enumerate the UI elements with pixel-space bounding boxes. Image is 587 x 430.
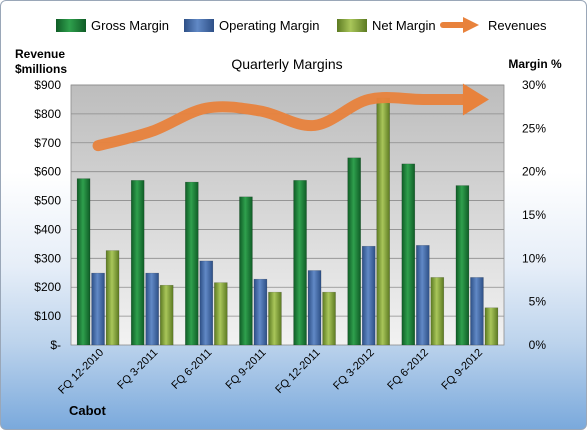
bar-gross-margin [293, 180, 307, 346]
bar-operating-margin [253, 278, 268, 346]
category-label: FQ 3-2011 [115, 347, 160, 392]
legend-swatch-gross-margin [56, 19, 86, 32]
left-tick-label: $300 [34, 251, 61, 265]
legend-label-gross-margin: Gross Margin [91, 18, 169, 33]
bar-gross-margin [347, 157, 361, 346]
bar-gross-margin [76, 178, 91, 346]
right-tick-label: 20% [522, 165, 546, 179]
right-tick-label: 5% [529, 295, 547, 309]
category-labels: FQ 12-2010 FQ 3-2011 FQ 6-2011 FQ 9-2011 FQ … [56, 347, 485, 397]
bar-operating-margin [416, 245, 430, 346]
right-tick-label: 15% [522, 208, 546, 222]
left-tick-label: $100 [34, 309, 61, 323]
bar-net-margin [376, 97, 390, 346]
chart-title: Quarterly Margins [231, 56, 342, 72]
right-tick-label: 10% [522, 251, 546, 265]
legend-arrowhead-revenues [463, 17, 479, 33]
legend-label-net-margin: Net Margin [372, 18, 436, 33]
bar-operating-margin [91, 272, 105, 346]
bar-gross-margin [455, 185, 470, 346]
category-label: FQ 12-2011 [273, 347, 322, 396]
category-label: FQ 9-2011 [223, 347, 268, 392]
bar-operating-margin [307, 270, 322, 346]
bar-net-margin [484, 307, 499, 346]
category-label: FQ 6-2012 [385, 347, 431, 393]
bar-net-margin [268, 291, 282, 346]
legend: Gross Margin Operating Margin Net Margin… [56, 17, 547, 33]
left-tick-label: $400 [34, 222, 61, 236]
left-tick-label: $500 [34, 194, 61, 208]
right-axis-ticks: 0% 5% 10% 15% 20% 25% 30% [522, 78, 546, 352]
left-axis-label-line1: Revenue [15, 47, 65, 61]
bar-gross-margin [239, 196, 253, 346]
revenue-line-group [92, 83, 489, 152]
left-tick-label: $900 [34, 78, 61, 92]
right-tick-label: 30% [522, 78, 546, 92]
left-axis-label-line2: $millions [15, 62, 67, 76]
category-label: FQ 12-2010 [56, 347, 106, 397]
bar-net-margin [214, 282, 228, 346]
bar-gross-margin [185, 181, 199, 346]
legend-swatch-operating-margin [184, 19, 214, 32]
bar-net-margin [105, 250, 120, 346]
footer-label: Cabot [69, 403, 107, 418]
bar-net-margin [430, 277, 445, 346]
left-tick-label: $600 [34, 165, 61, 179]
right-axis-label: Margin % [508, 57, 562, 71]
bar-operating-margin [361, 245, 376, 346]
legend-label-operating-margin: Operating Margin [219, 18, 319, 33]
right-tick-label: 25% [522, 121, 546, 135]
right-tick-label: 0% [529, 338, 547, 352]
left-tick-label: $800 [34, 107, 61, 121]
bar-operating-margin [470, 277, 484, 346]
bar-gross-margin [130, 180, 145, 346]
bars [76, 97, 499, 346]
bar-gross-margin [401, 163, 416, 346]
category-label: FQ 9-2012 [439, 347, 485, 393]
revenues-arrowhead [462, 83, 489, 116]
left-tick-label: $700 [34, 136, 61, 150]
bar-net-margin [322, 291, 336, 346]
legend-swatch-net-margin [337, 19, 367, 32]
bar-operating-margin [145, 272, 159, 346]
bar-operating-margin [199, 260, 214, 346]
left-tick-label: $200 [34, 280, 61, 294]
left-tick-label: $- [50, 338, 61, 352]
category-label: FQ 3-2012 [331, 347, 377, 393]
revenues-line [92, 92, 483, 152]
bar-net-margin [159, 284, 174, 346]
legend-label-revenues: Revenues [488, 18, 547, 33]
category-label: FQ 6-2011 [169, 347, 214, 392]
left-axis-ticks: $- $100 $200 $300 $400 $500 $600 $700 $800 $900 [34, 78, 61, 352]
